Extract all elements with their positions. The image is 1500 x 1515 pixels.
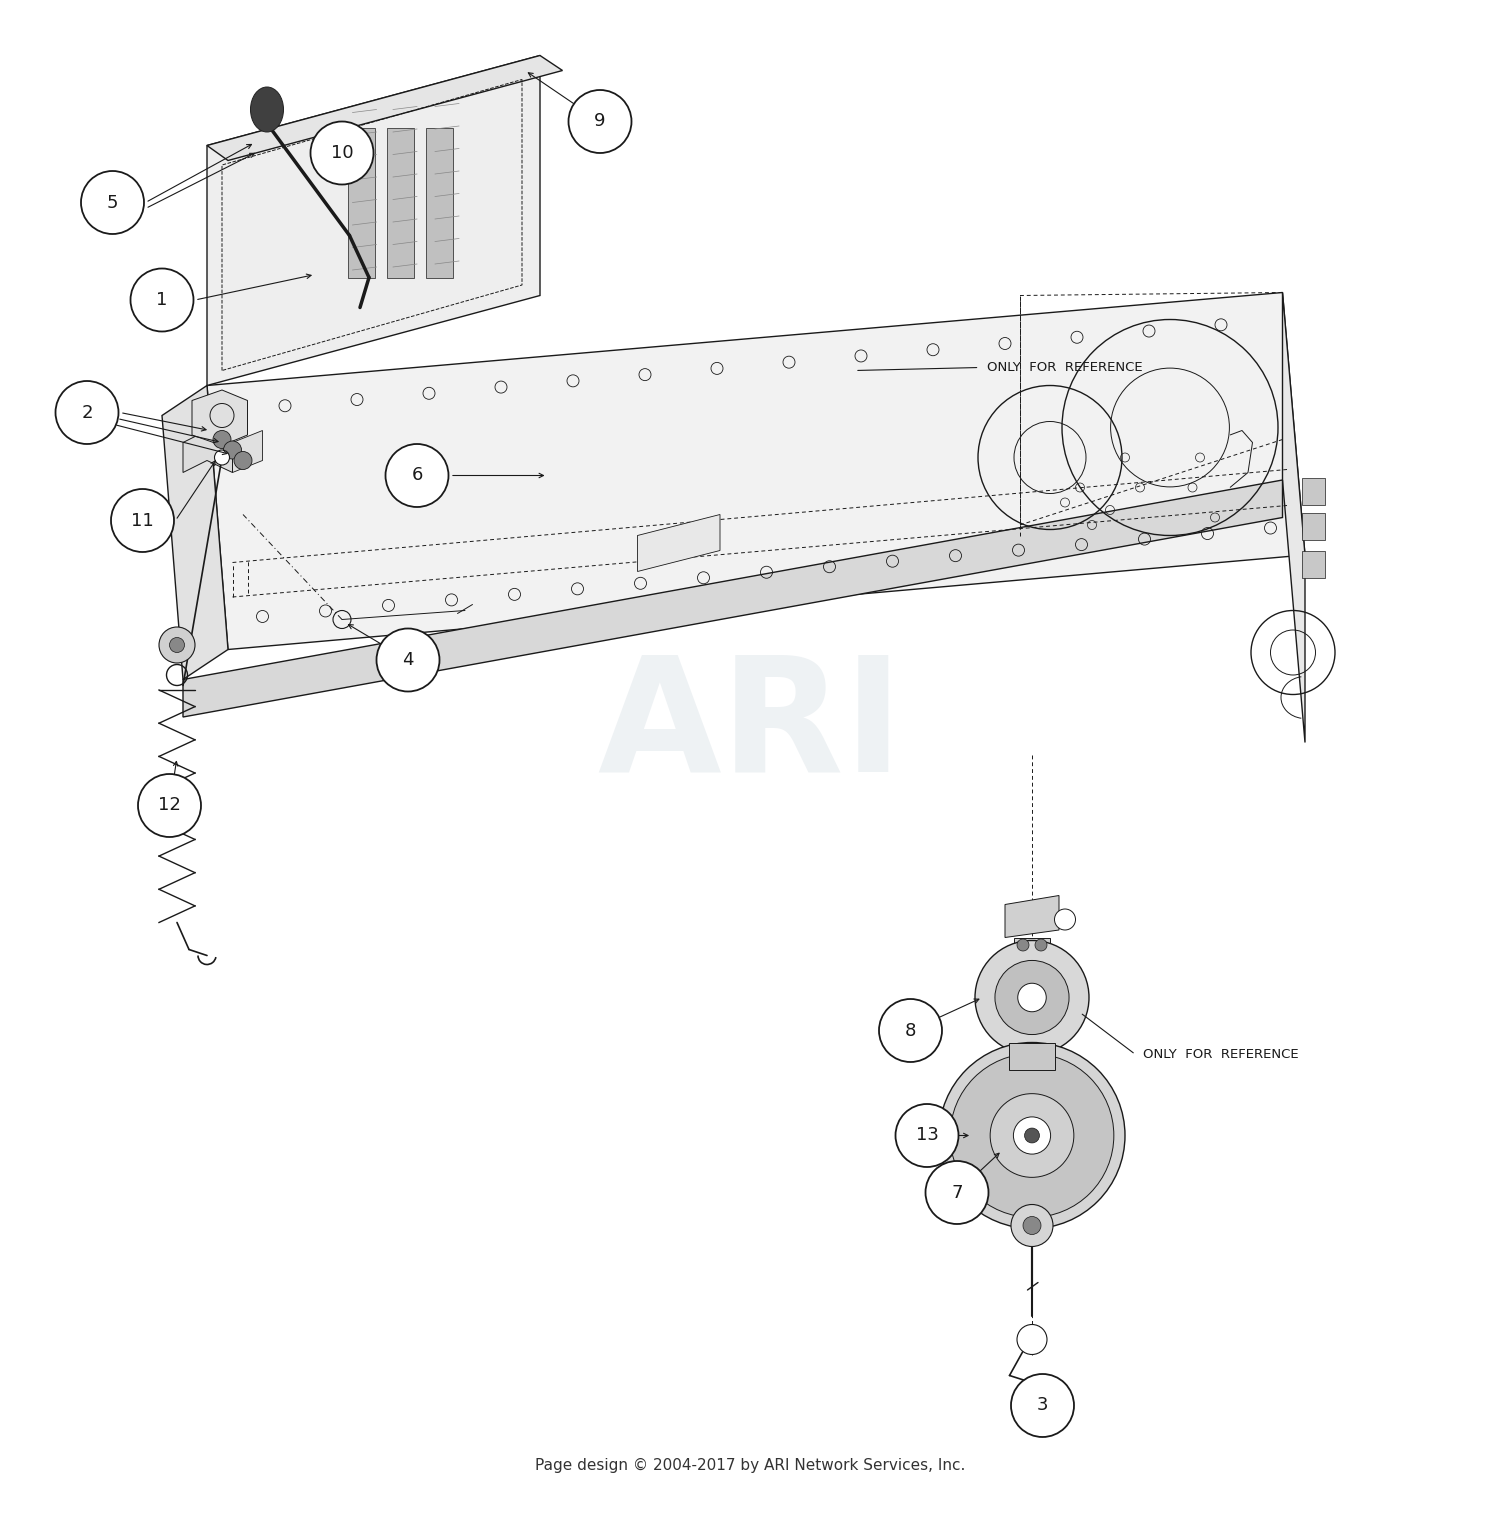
Text: 10: 10 bbox=[330, 144, 354, 162]
Polygon shape bbox=[232, 430, 262, 473]
Circle shape bbox=[1014, 1117, 1050, 1154]
Text: 5: 5 bbox=[106, 194, 118, 212]
Text: 11: 11 bbox=[130, 512, 154, 530]
Text: ONLY  FOR  REFERENCE: ONLY FOR REFERENCE bbox=[987, 361, 1143, 374]
Bar bbox=[1014, 938, 1050, 953]
Circle shape bbox=[130, 268, 194, 332]
Text: 7: 7 bbox=[951, 1183, 963, 1201]
Text: 1: 1 bbox=[156, 291, 168, 309]
Circle shape bbox=[990, 1094, 1074, 1177]
Circle shape bbox=[138, 774, 201, 836]
Polygon shape bbox=[183, 480, 1282, 717]
Bar bbox=[348, 127, 375, 277]
Bar bbox=[426, 127, 453, 277]
Text: Page design © 2004-2017 by ARI Network Services, Inc.: Page design © 2004-2017 by ARI Network S… bbox=[536, 1457, 964, 1473]
Circle shape bbox=[896, 1104, 958, 1167]
Text: 4: 4 bbox=[402, 651, 414, 670]
Circle shape bbox=[81, 171, 144, 233]
Circle shape bbox=[213, 430, 231, 448]
Circle shape bbox=[1054, 909, 1076, 930]
Circle shape bbox=[1024, 1129, 1039, 1142]
Circle shape bbox=[170, 638, 184, 653]
Circle shape bbox=[994, 961, 1070, 1035]
Text: 2: 2 bbox=[81, 403, 93, 421]
Circle shape bbox=[879, 998, 942, 1062]
Circle shape bbox=[1017, 939, 1029, 951]
Circle shape bbox=[56, 380, 118, 444]
Text: ONLY  FOR  REFERENCE: ONLY FOR REFERENCE bbox=[1143, 1048, 1299, 1060]
Polygon shape bbox=[162, 385, 228, 680]
Circle shape bbox=[1011, 1204, 1053, 1247]
Text: 6: 6 bbox=[411, 467, 423, 485]
Polygon shape bbox=[1282, 292, 1305, 742]
Polygon shape bbox=[207, 56, 562, 161]
Polygon shape bbox=[183, 430, 232, 473]
Circle shape bbox=[939, 1042, 1125, 1229]
Text: ARI: ARI bbox=[597, 650, 903, 804]
Circle shape bbox=[234, 451, 252, 470]
Circle shape bbox=[975, 941, 1089, 1054]
Polygon shape bbox=[192, 389, 248, 445]
Text: 3: 3 bbox=[1036, 1397, 1048, 1415]
Text: 12: 12 bbox=[158, 797, 182, 815]
Polygon shape bbox=[207, 56, 540, 385]
Ellipse shape bbox=[251, 86, 284, 132]
Bar bbox=[1302, 514, 1324, 539]
Circle shape bbox=[568, 89, 632, 153]
Circle shape bbox=[1035, 939, 1047, 951]
Circle shape bbox=[950, 1053, 1114, 1218]
Bar bbox=[1302, 550, 1324, 577]
Circle shape bbox=[1011, 1374, 1074, 1438]
Text: 9: 9 bbox=[594, 112, 606, 130]
Polygon shape bbox=[638, 515, 720, 571]
Polygon shape bbox=[1010, 1042, 1054, 1070]
Polygon shape bbox=[1005, 895, 1059, 938]
Circle shape bbox=[310, 121, 374, 185]
Circle shape bbox=[214, 450, 230, 465]
Text: 13: 13 bbox=[915, 1127, 939, 1144]
Bar bbox=[1302, 479, 1324, 506]
Circle shape bbox=[926, 1160, 988, 1224]
Bar bbox=[387, 127, 414, 277]
Circle shape bbox=[1023, 1217, 1041, 1235]
Circle shape bbox=[376, 629, 440, 691]
Circle shape bbox=[159, 627, 195, 664]
Circle shape bbox=[386, 444, 448, 508]
Circle shape bbox=[224, 441, 242, 459]
Circle shape bbox=[111, 489, 174, 551]
Circle shape bbox=[1017, 983, 1047, 1012]
Circle shape bbox=[1017, 1324, 1047, 1354]
Text: 8: 8 bbox=[904, 1021, 916, 1039]
Polygon shape bbox=[207, 292, 1305, 650]
